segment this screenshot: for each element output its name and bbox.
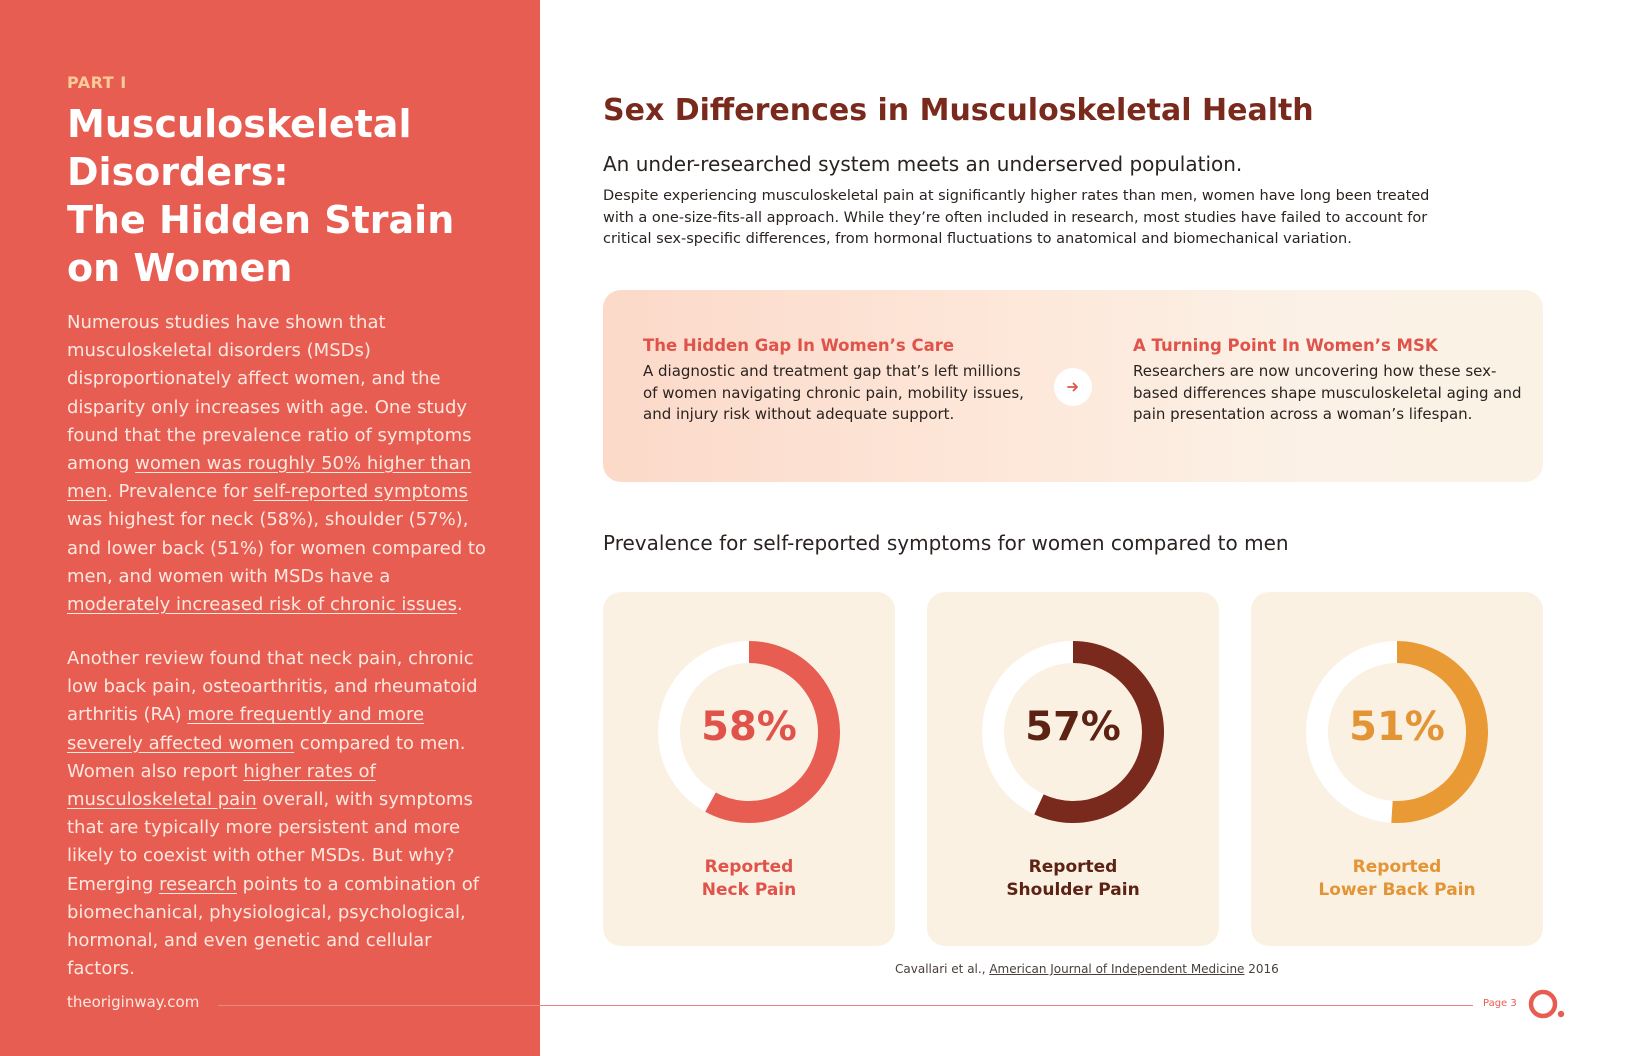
donut-value-label: 57% (1025, 704, 1121, 750)
body-text: was highest for neck (58%), shoulder (57… (67, 509, 486, 587)
donut-arc (1034, 641, 1164, 823)
page-title: Musculoskeletal Disorders: The Hidden St… (67, 100, 487, 292)
body-text: compared to men. Women also report (67, 732, 466, 782)
inline-link[interactable]: more frequently and more severely affect… (67, 704, 425, 754)
banner-left-heading: The Hidden Gap In Women’s Care (643, 336, 955, 355)
donut-value-label: 58% (701, 704, 797, 750)
donut-card: 58% Reported Neck Pain (603, 592, 895, 946)
inline-link[interactable]: higher rates of musculoskeletal pain (67, 760, 376, 811)
intro-paragraph: Numerous studies have shown that musculo… (67, 309, 487, 619)
section-intro: Despite experiencing musculoskeletal pai… (603, 188, 1430, 247)
donut-card: 57% Reported Shoulder Pain (927, 592, 1219, 946)
inline-link[interactable]: research (159, 873, 237, 895)
banner-right: A Turning Point In Women’s MSK Researche… (1133, 336, 1523, 426)
label-line: Reported (1028, 857, 1118, 877)
footer-divider (218, 1005, 1473, 1006)
donut-category-label: Reported Shoulder Pain (927, 856, 1219, 901)
body-text: . Prevalence for (107, 481, 254, 503)
donut-arc (705, 641, 840, 823)
section-subheading: An under-researched system meets an unde… (603, 152, 1243, 176)
donut-chart (1306, 641, 1489, 823)
label-line: Reported (1352, 857, 1442, 877)
left-panel: PART I Musculoskeletal Disorders: The Hi… (0, 0, 540, 1056)
label-line: Neck Pain (701, 879, 797, 900)
chart-heading: Prevalence for self-reported symptoms fo… (603, 531, 1289, 555)
inline-link[interactable]: self-reported symptoms (253, 481, 468, 503)
title-line: Musculoskeletal (67, 102, 412, 146)
body-text: points to a combination of biomechanical… (67, 873, 480, 980)
donut-value-label: 51% (1349, 704, 1445, 750)
label-line: Reported (704, 857, 794, 877)
donut-chart (658, 641, 840, 823)
body-text: Numerous studies have shown that musculo… (67, 312, 472, 475)
origin-logo-icon (1527, 985, 1569, 1021)
section-heading: Sex Differences in Musculoskeletal Healt… (603, 93, 1314, 128)
info-banner: The Hidden Gap In Women’s Care A diagnos… (603, 290, 1543, 482)
donut-chart (982, 641, 1164, 823)
donut-category-label: Reported Neck Pain (603, 856, 895, 901)
donut-arc (1391, 641, 1489, 823)
inline-link[interactable]: moderately increased risk of chronic iss… (67, 594, 457, 616)
banner-right-text: Researchers are now uncovering how these… (1133, 362, 1522, 423)
body-text: overall, with symptoms that are typicall… (67, 789, 473, 895)
label-line: Shoulder Pain (1006, 879, 1140, 900)
label-line: Lower Back Pain (1318, 879, 1476, 900)
banner-right-heading: A Turning Point In Women’s MSK (1133, 336, 1438, 355)
site-url[interactable]: theoriginway.com (67, 993, 200, 1011)
body-text: Another review found that neck pain, chr… (67, 648, 478, 726)
title-line: Disorders: (67, 150, 289, 194)
citation-prefix: Cavallari et al., (895, 962, 990, 976)
citation-link[interactable]: American Journal of Independent Medicine (989, 962, 1245, 976)
body-text: . (456, 594, 463, 616)
banner-left-text: A diagnostic and treatment gap that’s le… (643, 362, 1024, 423)
review-paragraph: Another review found that neck pain, chr… (67, 645, 487, 983)
inline-link[interactable]: women was roughly 50% higher than men (67, 453, 472, 503)
arrow-right-icon (1054, 368, 1092, 406)
donut-category-label: Reported Lower Back Pain (1251, 856, 1543, 901)
citation: Cavallari et al., American Journal of In… (895, 962, 1279, 976)
title-line: The Hidden Strain (67, 198, 455, 242)
banner-left: The Hidden Gap In Women’s Care A diagnos… (643, 336, 1033, 426)
donut-card: 51% Reported Lower Back Pain (1251, 592, 1543, 946)
page-number: Page 3 (1483, 998, 1517, 1009)
part-label: PART I (67, 73, 127, 92)
title-line: on Women (67, 246, 293, 290)
citation-year: 2016 (1244, 962, 1279, 976)
